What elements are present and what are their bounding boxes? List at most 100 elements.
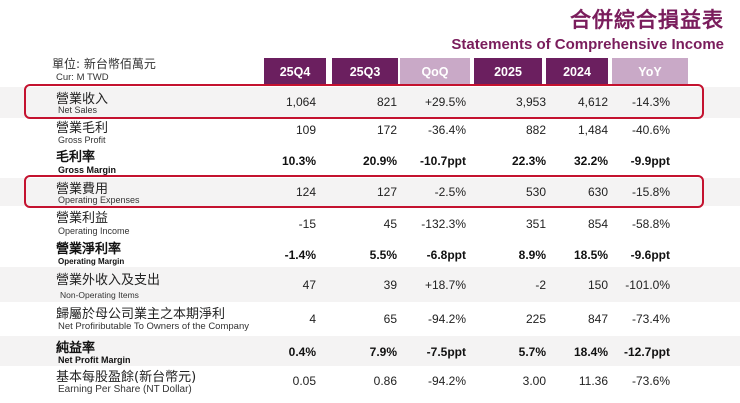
table-row: 基本每股盈餘(新台幣元) Earning Per Share (NT Dolla… xyxy=(0,366,740,402)
cell-25q3: 65 xyxy=(383,312,397,326)
highlight-box-net-sales xyxy=(24,84,704,119)
page-title-chinese: 合併綜合損益表 xyxy=(570,8,724,32)
cell-2025: 22.3% xyxy=(511,154,546,168)
row-label-cn: 基本每股盈餘(新台幣元) xyxy=(56,370,197,385)
cell-25q3: 0.86 xyxy=(373,374,397,388)
row-label-cn: 營業利益 xyxy=(56,211,109,226)
cell-yoy: -40.6% xyxy=(631,123,670,137)
cell-2025: 225 xyxy=(525,312,546,326)
cell-25q4: 1,064 xyxy=(285,95,316,109)
cell-2024: 150 xyxy=(587,278,608,292)
cell-25q4: 10.3% xyxy=(281,154,316,168)
table-row: 營業毛利 Gross Profit 109 172 -36.4% 882 1,4… xyxy=(0,118,740,146)
row-label-cn: 營業外收入及支出 xyxy=(56,273,161,288)
row-label-en: Gross Profit xyxy=(58,135,106,145)
cell-2025: 8.9% xyxy=(518,248,546,262)
cell-25q3: 172 xyxy=(376,123,397,137)
cell-yoy: -101.0% xyxy=(625,278,670,292)
cell-qoq: -7.5ppt xyxy=(426,345,466,359)
cell-qoq: +29.5% xyxy=(424,95,466,109)
row-label-en: Operating Income xyxy=(58,226,130,236)
cell-25q4: 0.4% xyxy=(288,345,316,359)
cell-qoq: -2.5% xyxy=(434,185,466,199)
cell-2025: 882 xyxy=(525,123,546,137)
cell-25q4: 109 xyxy=(295,123,316,137)
cell-25q4: 0.05 xyxy=(292,374,316,388)
row-label-en: Net Profiributable To Owners of the Comp… xyxy=(58,321,249,332)
row-label-cn: 歸屬於母公司業主之本期淨利 xyxy=(56,307,226,322)
cell-yoy: -73.6% xyxy=(631,374,670,388)
row-label-en: Operating Margin xyxy=(58,257,125,266)
cell-2025: 351 xyxy=(525,217,546,231)
cell-yoy: -14.3% xyxy=(631,95,670,109)
row-label-en: Net Profit Margin xyxy=(58,355,131,365)
cell-2024: 11.36 xyxy=(578,374,608,388)
table-row: 營業利益 Operating Income -15 45 -132.3% 351… xyxy=(0,207,740,237)
table-row: 營業淨利率 Operating Margin -1.4% 5.5% -6.8pp… xyxy=(0,238,740,267)
row-label-cn: 營業費用 xyxy=(56,182,109,197)
header-2024: 2024 xyxy=(546,58,608,86)
cell-yoy: -9.9ppt xyxy=(630,154,670,168)
table-row: 營業收入 Net Sales 1,064 821 +29.5% 3,953 4,… xyxy=(0,87,740,118)
currency-label: Cur: M TWD xyxy=(56,72,109,83)
cell-25q3: 127 xyxy=(376,185,397,199)
header-2025: 2025 xyxy=(474,58,542,86)
row-label-cn: 營業收入 xyxy=(56,92,109,107)
table-row: 歸屬於母公司業主之本期淨利 Net Profiributable To Owne… xyxy=(0,303,740,336)
cell-yoy: -9.6ppt xyxy=(630,248,670,262)
cell-2024: 32.2% xyxy=(573,154,608,168)
cell-qoq: -94.2% xyxy=(427,374,466,388)
cell-yoy: -12.7ppt xyxy=(623,345,670,359)
cell-25q3: 39 xyxy=(383,278,397,292)
cell-yoy: -73.4% xyxy=(631,312,670,326)
row-label-en: Net Sales xyxy=(58,105,98,115)
cell-yoy: -58.8% xyxy=(631,217,670,231)
row-label-cn: 營業淨利率 xyxy=(56,242,122,257)
row-label-en: Gross Margin xyxy=(58,165,117,175)
header-25q3: 25Q3 xyxy=(332,58,398,86)
cell-25q4: 4 xyxy=(309,312,316,326)
cell-25q4: 47 xyxy=(302,278,316,292)
page-title-english: Statements of Comprehensive Income xyxy=(451,36,724,53)
cell-qoq: -6.8ppt xyxy=(426,248,466,262)
cell-2024: 854 xyxy=(587,217,608,231)
cell-qoq: -36.4% xyxy=(427,123,466,137)
table-row: 純益率 Net Profit Margin 0.4% 7.9% -7.5ppt … xyxy=(0,336,740,366)
cell-25q4: 124 xyxy=(295,185,316,199)
cell-2025: 530 xyxy=(525,185,546,199)
table-row: 毛利率 Gross Margin 10.3% 20.9% -10.7ppt 22… xyxy=(0,146,740,176)
table-row: 營業外收入及支出 Non-Operating Items 47 39 +18.7… xyxy=(0,267,740,302)
cell-25q3: 45 xyxy=(383,217,397,231)
cell-2025: 3.00 xyxy=(522,374,546,388)
cell-25q4: -15 xyxy=(298,217,316,231)
row-label-en: Non-Operating Items xyxy=(60,290,139,300)
cell-2025: 5.7% xyxy=(518,345,546,359)
cell-qoq: -132.3% xyxy=(421,217,466,231)
cell-2024: 1,484 xyxy=(577,123,608,137)
row-label-cn: 毛利率 xyxy=(56,150,96,165)
cell-2024: 4,612 xyxy=(577,95,608,109)
cell-qoq: +18.7% xyxy=(424,278,466,292)
cell-2025: -2 xyxy=(535,278,546,292)
cell-25q4: -1.4% xyxy=(284,248,316,262)
row-label-cn: 純益率 xyxy=(56,341,96,356)
row-label-en: Earning Per Share (NT Dollar) xyxy=(58,384,192,395)
table-row: 營業費用 Operating Expenses 124 127 -2.5% 53… xyxy=(0,178,740,206)
cell-25q3: 7.9% xyxy=(369,345,397,359)
cell-25q3: 20.9% xyxy=(362,154,397,168)
highlight-box-operating-expenses xyxy=(24,175,704,208)
cell-2024: 847 xyxy=(587,312,608,326)
cell-2024: 630 xyxy=(587,185,608,199)
unit-label-chinese: 單位: 新台幣佰萬元 xyxy=(52,57,156,71)
header-qoq: QoQ xyxy=(400,58,470,86)
header-yoy: YoY xyxy=(612,58,688,86)
row-label-cn: 營業毛利 xyxy=(56,121,109,136)
row-label-en: Operating Expenses xyxy=(58,195,140,205)
cell-2024: 18.4% xyxy=(573,345,608,359)
header-25q4: 25Q4 xyxy=(264,58,326,86)
cell-2025: 3,953 xyxy=(515,95,546,109)
cell-2024: 18.5% xyxy=(573,248,608,262)
cell-qoq: -10.7ppt xyxy=(419,154,466,168)
cell-25q3: 5.5% xyxy=(369,248,397,262)
cell-yoy: -15.8% xyxy=(631,185,670,199)
